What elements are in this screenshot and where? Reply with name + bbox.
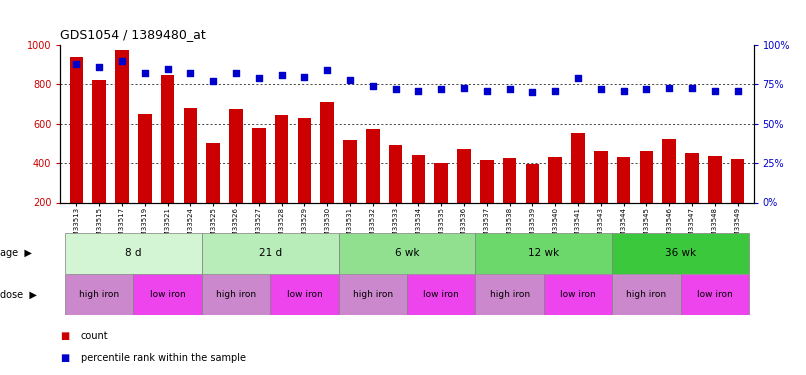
Point [298,74,311,80]
FancyBboxPatch shape [613,232,749,274]
Text: GDS1054 / 1389480_at: GDS1054 / 1389480_at [60,28,206,41]
Point [367,83,380,89]
Point [139,70,152,76]
Bar [685,153,699,203]
Bar [275,115,289,202]
Bar [93,81,106,203]
Text: percentile rank within the sample: percentile rank within the sample [81,353,246,363]
Bar [252,128,266,202]
FancyBboxPatch shape [407,274,476,315]
Point [93,64,106,70]
Text: high iron: high iron [353,290,393,299]
Point [230,70,243,76]
Point [708,88,721,94]
Point [731,88,744,94]
Bar [229,109,243,202]
Text: ■: ■ [60,353,69,363]
FancyBboxPatch shape [339,232,476,274]
Bar [138,114,152,202]
Text: 8 d: 8 d [125,248,142,258]
Point [252,75,265,81]
Point [503,86,516,92]
Bar [663,138,676,202]
Text: high iron: high iron [79,290,119,299]
Text: low iron: low iron [150,290,185,299]
Point [458,84,471,90]
Text: 36 wk: 36 wk [665,248,696,258]
FancyBboxPatch shape [476,274,544,315]
Text: ■: ■ [60,331,69,340]
Point [184,70,197,76]
Bar [160,75,174,202]
Point [571,75,584,81]
Point [161,66,174,72]
Text: low iron: low iron [560,290,596,299]
Point [321,67,334,73]
Point [389,86,402,92]
FancyBboxPatch shape [65,232,202,274]
Text: high iron: high iron [489,290,530,299]
Bar [343,141,357,202]
Point [480,88,493,94]
Text: 21 d: 21 d [259,248,282,258]
Text: low iron: low iron [423,290,459,299]
FancyBboxPatch shape [680,274,749,315]
Bar [457,149,471,202]
Bar [594,151,608,202]
Point [70,61,83,67]
Bar [434,163,448,202]
Point [686,84,699,90]
Bar [206,144,220,202]
Point [343,76,356,82]
Bar [503,158,517,203]
Bar [571,133,585,202]
Bar [617,157,630,203]
Text: low iron: low iron [287,290,322,299]
Bar [731,159,745,203]
Point [275,72,288,78]
Bar [388,146,402,202]
Bar [115,50,129,202]
Bar [708,156,721,203]
Text: 6 wk: 6 wk [395,248,419,258]
Bar [366,129,380,202]
Text: 12 wk: 12 wk [528,248,559,258]
FancyBboxPatch shape [270,274,339,315]
Point [526,89,539,95]
Point [663,84,675,90]
Point [594,86,607,92]
Point [617,88,630,94]
FancyBboxPatch shape [339,274,407,315]
Point [434,86,447,92]
Bar [412,155,426,203]
Bar [548,157,562,203]
Bar [640,151,654,202]
FancyBboxPatch shape [202,274,270,315]
Point [207,78,220,84]
Point [640,86,653,92]
Text: low iron: low iron [697,290,733,299]
Bar [297,118,311,202]
Text: age  ▶: age ▶ [0,248,32,258]
FancyBboxPatch shape [65,274,134,315]
Bar [184,108,197,202]
FancyBboxPatch shape [134,274,202,315]
Point [412,88,425,94]
FancyBboxPatch shape [476,232,613,274]
Text: dose  ▶: dose ▶ [0,290,37,299]
Point [549,88,562,94]
Bar [526,164,539,202]
Text: high iron: high iron [216,290,256,299]
Bar [320,102,334,202]
Bar [69,57,83,202]
Bar [480,160,493,202]
Point [115,58,128,64]
Text: high iron: high iron [626,290,667,299]
FancyBboxPatch shape [202,232,339,274]
FancyBboxPatch shape [613,274,680,315]
Text: count: count [81,331,108,340]
FancyBboxPatch shape [544,274,613,315]
